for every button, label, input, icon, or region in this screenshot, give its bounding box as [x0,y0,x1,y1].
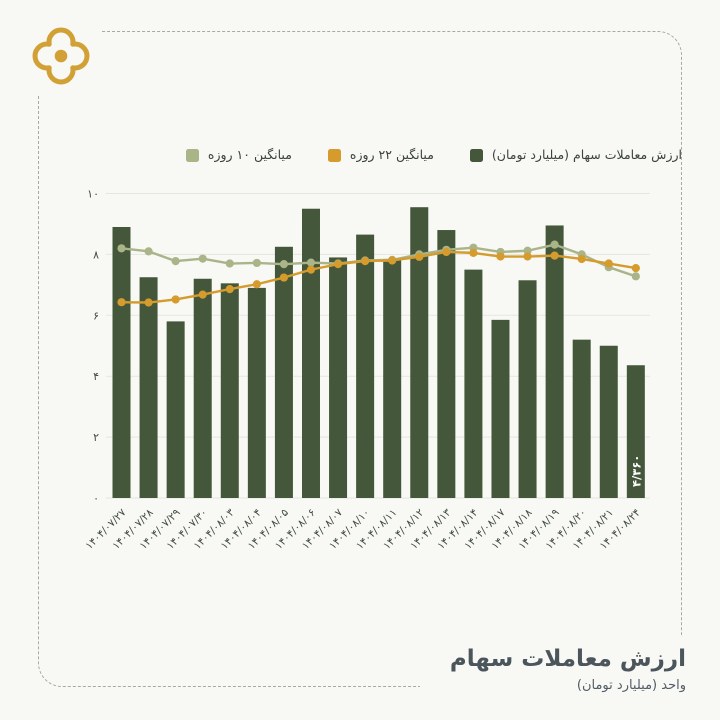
bar [383,258,402,498]
bar [572,339,591,498]
data-point [252,258,261,268]
data-point [388,256,397,265]
data-point [279,273,289,282]
data-point [171,256,180,266]
bar [437,230,456,499]
brand-logo [20,17,102,94]
bar [193,278,212,498]
legend-swatch-avg10 [185,149,199,162]
svg-text:۲: ۲ [93,431,99,444]
bar [139,277,158,498]
chart-legend: میانگین ۱۰ روزه میانگین ۲۲ روزه ارزش معا… [38,149,682,162]
data-point [279,260,289,269]
data-point [415,252,424,261]
chart-footer: ارزش معاملات سهام واحد (میلیارد تومان) [419,634,694,702]
line-avg22 [117,247,640,307]
data-point [225,285,234,294]
svg-text:۴/۳۶۰: ۴/۳۶۰ [629,455,643,487]
data-point [523,246,532,255]
data-point [144,247,153,256]
bar [626,365,645,498]
bar [329,257,348,498]
data-point [496,252,505,261]
data-point [604,259,613,268]
data-point [577,254,586,264]
x-axis-labels: ۱۴۰۴/۰۷/۲۷۱۴۰۴/۰۷/۲۸۱۴۰۴/۰۷/۲۹۱۴۰۴/۰۷/۳۰… [83,506,643,552]
bar [518,280,537,498]
data-point [117,244,126,253]
quatrefoil-icon [32,27,90,84]
data-point [252,280,261,289]
data-point [306,258,316,267]
svg-text:۱۰: ۱۰ [87,188,99,201]
legend-item-avg22: میانگین ۲۲ روزه [327,147,434,163]
dashed-border-frame [38,31,682,687]
chart-title: ارزش معاملات سهام [449,645,686,672]
data-point [442,247,451,257]
bar [491,319,510,498]
bar [356,234,375,499]
data-point [523,252,532,261]
data-point [550,240,559,249]
data-point [144,298,153,307]
legend-label-trade-value: ارزش معاملات سهام (میلیارد تومان) [491,147,682,163]
bar [220,283,239,498]
chart-unit-label: واحد (میلیارد تومان) [576,678,686,694]
data-point [117,298,126,307]
data-point [225,259,234,268]
data-point [550,251,559,260]
legend-swatch-avg22 [327,149,341,162]
data-point [306,265,316,274]
bar [545,225,564,498]
bar [301,208,320,498]
y-axis-labels: ۰ ۲ ۴ ۶ ۸ ۱۰ [87,188,99,506]
legend-label-avg10: میانگین ۱۰ روزه [207,147,292,163]
bar [274,246,293,498]
bar [112,226,131,498]
gridlines [106,193,650,499]
bar [247,287,266,498]
data-point [361,256,370,266]
data-point [198,290,207,299]
bar-value-annotation: ۴/۳۶۰ [629,455,643,487]
data-point [198,254,207,263]
bar [410,207,429,498]
data-point [631,272,640,281]
legend-swatch-trade-value [469,149,483,162]
data-point [171,295,180,304]
svg-text:۰: ۰ [93,492,99,505]
data-point [333,260,343,269]
svg-text:۶: ۶ [93,309,99,322]
logo-center-dot [54,49,68,62]
bar [166,321,185,498]
legend-item-trade-value: ارزش معاملات سهام (میلیارد تومان) [469,147,682,163]
legend-item-avg10: میانگین ۱۰ روزه [185,147,292,163]
legend-label-avg22: میانگین ۲۲ روزه [349,147,434,163]
bars [112,207,645,499]
svg-text:۸: ۸ [93,248,99,261]
data-point [631,264,640,273]
svg-text:۴: ۴ [93,370,99,383]
bar [599,345,618,498]
data-point [469,248,478,257]
bar [464,269,483,498]
